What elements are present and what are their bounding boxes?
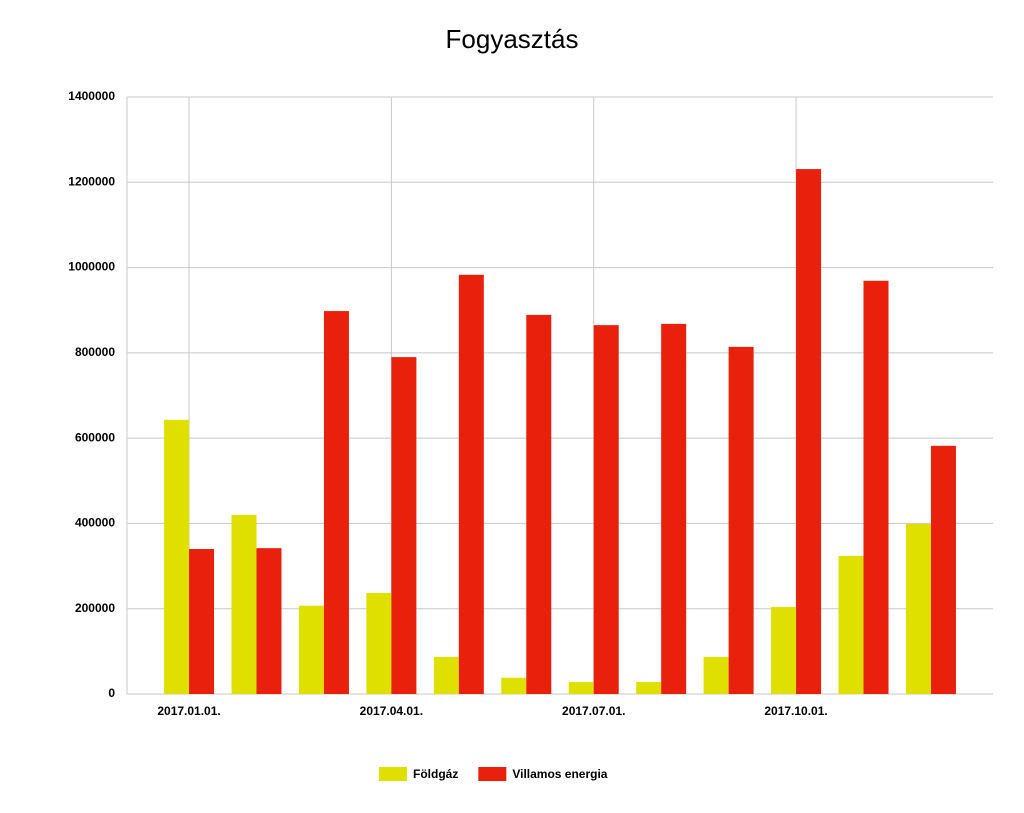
y-tick-label: 1400000 [68,89,115,103]
bar [366,592,392,694]
bar [391,357,417,694]
y-tick-label: 0 [108,686,115,700]
bar [501,677,527,694]
bar [905,523,931,694]
bar [568,682,594,694]
bar [256,548,282,694]
y-tick-label: 1200000 [68,174,115,188]
bar [231,514,257,694]
x-tick-label: 2017.07.01. [562,704,625,718]
x-tick-label: 2017.01.01. [157,704,220,718]
bar [526,314,552,694]
y-tick-label: 800000 [75,345,115,359]
y-tick-label: 1000000 [68,260,115,274]
bar [189,549,215,694]
legend-swatch [478,767,507,781]
bar [703,656,729,694]
x-tick-label: 2017.10.01. [764,704,827,718]
bar [930,445,956,694]
bar [728,346,754,694]
bar [298,605,324,694]
bar [661,323,687,694]
bar [458,274,484,694]
bar [593,325,619,694]
y-tick-label: 600000 [75,430,115,444]
bar [433,656,459,694]
bar [863,280,889,694]
bar [838,555,864,694]
legend-swatch [379,767,407,781]
legend-label: Földgáz [413,767,458,781]
chart-title: Fogyasztás [446,24,579,54]
bar [771,607,797,694]
bar [636,682,662,694]
y-tick-label: 400000 [75,516,115,530]
y-tick-label: 200000 [75,601,115,615]
bar [796,169,822,695]
x-tick-label: 2017.04.01. [360,704,423,718]
bar [323,311,349,694]
bar [164,419,190,694]
legend-label: Villamos energia [512,767,607,781]
